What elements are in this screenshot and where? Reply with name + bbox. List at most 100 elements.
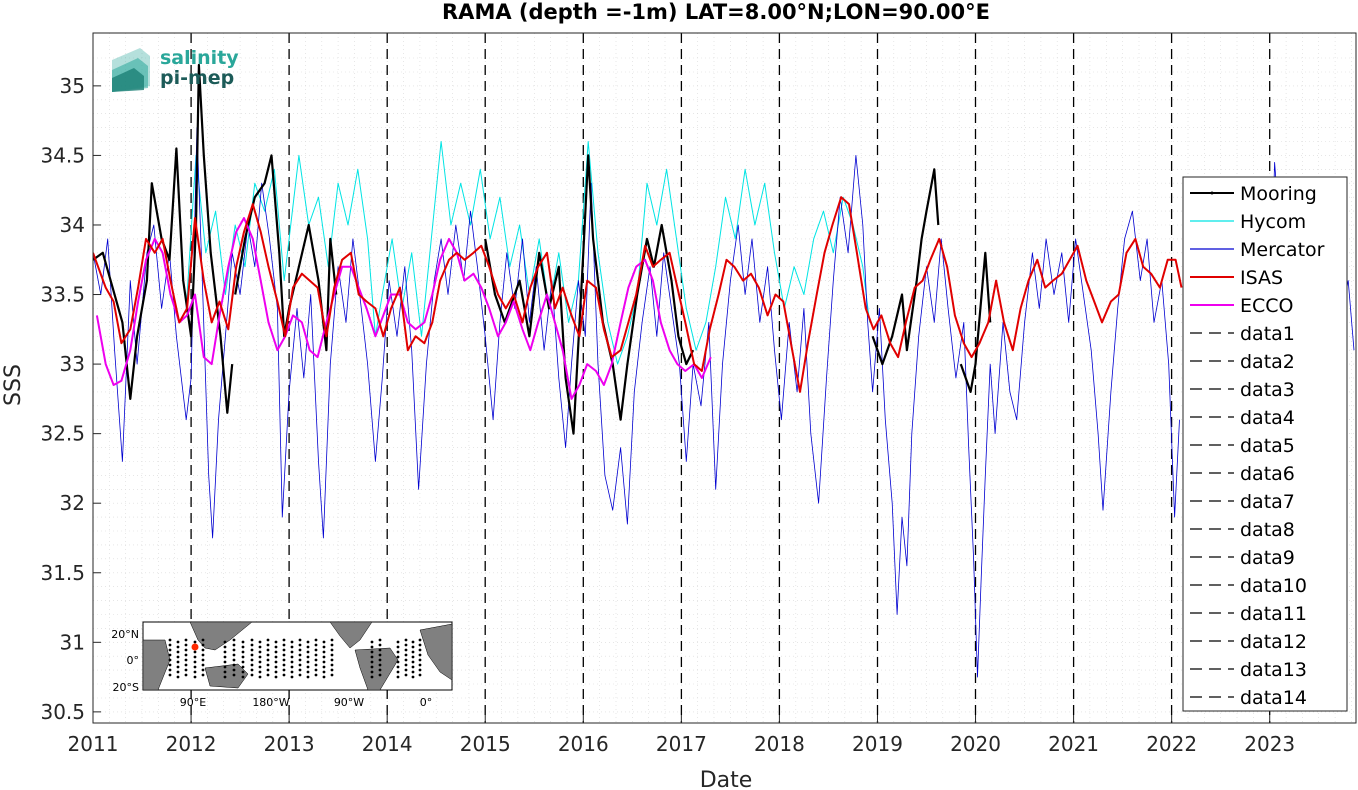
buoy-dot — [241, 675, 245, 679]
legend-label: data11 — [1240, 603, 1307, 625]
buoy-dot — [193, 655, 197, 659]
buoy-dot — [314, 648, 318, 652]
x-axis-label: Date — [700, 768, 753, 790]
buoy-dot — [378, 658, 382, 662]
x-axis-ticks: 2011 2012 2013 2014 2015 2016 2017 2018 2019 2020… — [68, 715, 1295, 756]
legend-label: data1 — [1240, 323, 1295, 345]
legend-label: data10 — [1240, 575, 1307, 597]
buoy-dot — [176, 675, 180, 679]
buoy-dot — [232, 653, 236, 657]
buoy-dot — [232, 643, 236, 647]
buoy-dot — [250, 673, 254, 677]
logo-line2: pi-mep — [160, 67, 234, 89]
buoy-dot — [322, 645, 326, 649]
buoy-dot — [418, 673, 422, 677]
buoy-dot — [201, 648, 205, 652]
x-tick-label: 2023 — [1244, 732, 1295, 756]
buoy-dot — [193, 675, 197, 679]
buoy-dot — [250, 653, 254, 657]
buoy-dot — [223, 675, 227, 679]
buoy-dot — [274, 670, 278, 674]
buoy-dot — [418, 663, 422, 667]
series-ecco-line — [95, 217, 712, 400]
buoy-dot — [306, 665, 310, 669]
buoy-dot — [418, 638, 422, 642]
buoy-dot — [250, 658, 254, 662]
buoy-dot — [322, 640, 326, 644]
buoy-dot — [404, 658, 408, 662]
buoy-dot — [378, 653, 382, 657]
buoy-dot — [322, 665, 326, 669]
x-tick-label: 2014 — [362, 732, 413, 756]
buoy-dot — [306, 645, 310, 649]
legend-label: data14 — [1240, 687, 1307, 709]
buoy-dot — [290, 645, 294, 649]
buoy-dot — [258, 670, 262, 674]
buoy-dot — [378, 643, 382, 647]
buoy-dot — [168, 658, 172, 662]
buoy-dot — [404, 668, 408, 672]
buoy-dot — [282, 663, 286, 667]
buoy-dot — [396, 655, 400, 659]
buoy-dot — [298, 673, 302, 677]
buoy-dot — [378, 638, 382, 642]
y-axis-label: SSS — [1, 364, 26, 406]
buoy-dot — [404, 653, 408, 657]
x-tick-label: 2017 — [656, 732, 707, 756]
legend-label: data9 — [1240, 547, 1295, 569]
buoy-dot — [314, 663, 318, 667]
buoy-dot — [223, 670, 227, 674]
buoy-dot — [184, 643, 188, 647]
legend-box — [1182, 176, 1348, 712]
buoy-dot — [370, 655, 374, 659]
buoy-dot — [223, 640, 227, 644]
map-lat-20n: 20°N — [111, 628, 139, 641]
x-tick-label: 2019 — [852, 732, 903, 756]
buoy-dot — [241, 655, 245, 659]
buoy-dot — [176, 660, 180, 664]
buoy-dot — [330, 638, 334, 642]
buoy-dot — [418, 643, 422, 647]
buoy-dot — [274, 660, 278, 664]
axes-frame — [92, 32, 1357, 724]
buoy-dot — [168, 643, 172, 647]
buoy-dot — [290, 640, 294, 644]
x-tick-label: 2011 — [68, 732, 119, 756]
buoy-dot — [274, 675, 278, 679]
buoy-dot — [176, 655, 180, 659]
buoy-dot — [168, 663, 172, 667]
buoy-dot — [168, 673, 172, 677]
buoy-dot — [396, 675, 400, 679]
buoy-dot — [223, 650, 227, 654]
buoy-dot — [250, 663, 254, 667]
legend-label: data6 — [1240, 463, 1295, 485]
buoy-dot — [168, 638, 172, 642]
buoy-dot — [258, 665, 262, 669]
year-divider-lines — [190, 33, 1271, 723]
buoy-dot — [201, 673, 205, 677]
legend-label: Hycom — [1240, 211, 1306, 233]
buoy-dot — [193, 660, 197, 664]
buoy-dot — [404, 643, 408, 647]
buoy-dot — [322, 670, 326, 674]
buoy-dot — [223, 655, 227, 659]
x-tick-label: 2020 — [950, 732, 1001, 756]
x-tick-label: 2015 — [460, 732, 511, 756]
buoy-dot — [418, 653, 422, 657]
buoy-dot — [266, 668, 270, 672]
buoy-dot — [250, 668, 254, 672]
buoy-dot — [282, 668, 286, 672]
map-lon-90w: 90°W — [334, 696, 364, 709]
x-tick-label: 2013 — [264, 732, 315, 756]
legend-label: Mooring — [1240, 183, 1317, 205]
y-tick-label: 35 — [60, 74, 85, 98]
europe-africa-landmass — [419, 623, 453, 681]
buoy-dot — [184, 658, 188, 662]
data-series — [93, 63, 1355, 678]
buoy-dot — [201, 643, 205, 647]
series-mooring-line — [93, 63, 234, 414]
buoy-dot — [370, 645, 374, 649]
y-tick-label: 31.5 — [40, 561, 85, 585]
salinity-pimep-logo: salinity pi-mep — [112, 47, 239, 92]
